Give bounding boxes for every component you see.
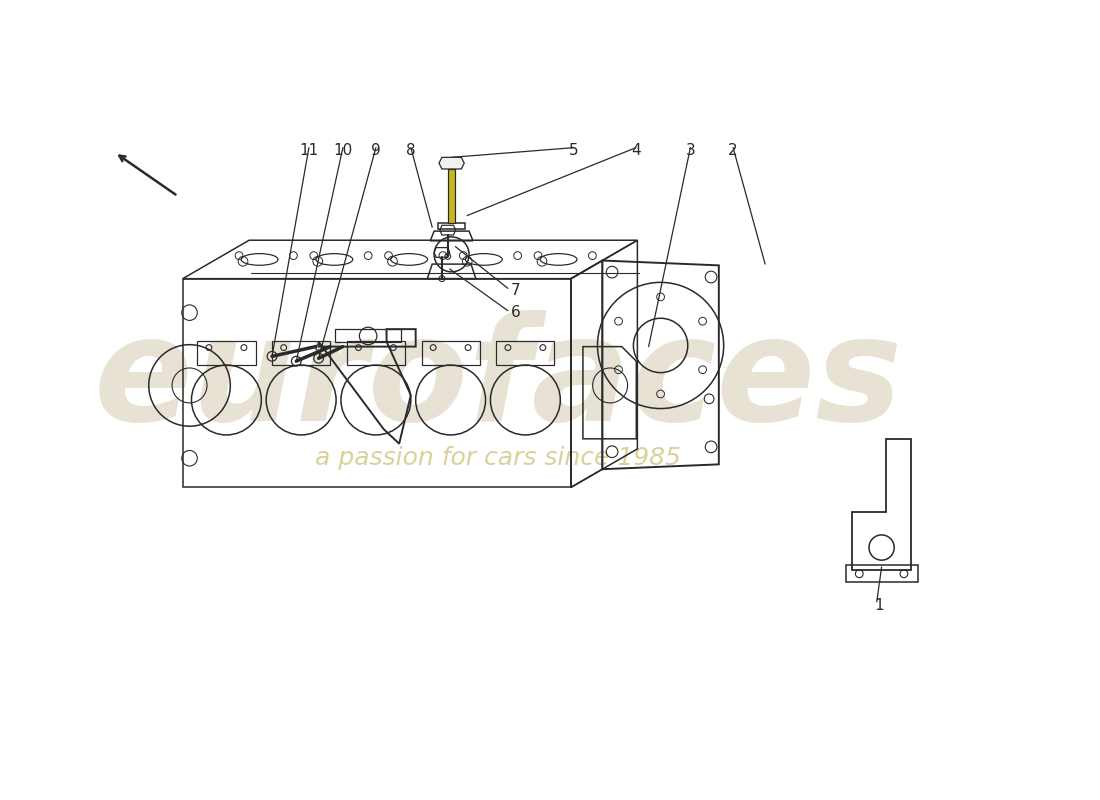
Text: 3: 3 xyxy=(685,142,695,158)
Text: eurofaces: eurofaces xyxy=(94,310,903,451)
Text: 10: 10 xyxy=(333,142,352,158)
Text: 5: 5 xyxy=(569,142,579,158)
Text: 2: 2 xyxy=(728,142,738,158)
Polygon shape xyxy=(439,158,464,169)
Text: 7: 7 xyxy=(510,283,520,298)
Text: 8: 8 xyxy=(406,142,416,158)
Text: 4: 4 xyxy=(631,142,641,158)
Text: 11: 11 xyxy=(299,142,319,158)
Text: 6: 6 xyxy=(510,305,520,320)
Text: 9: 9 xyxy=(371,142,381,158)
Text: 1: 1 xyxy=(873,598,883,614)
Polygon shape xyxy=(448,169,455,223)
Text: a passion for cars since 1985: a passion for cars since 1985 xyxy=(316,446,681,470)
